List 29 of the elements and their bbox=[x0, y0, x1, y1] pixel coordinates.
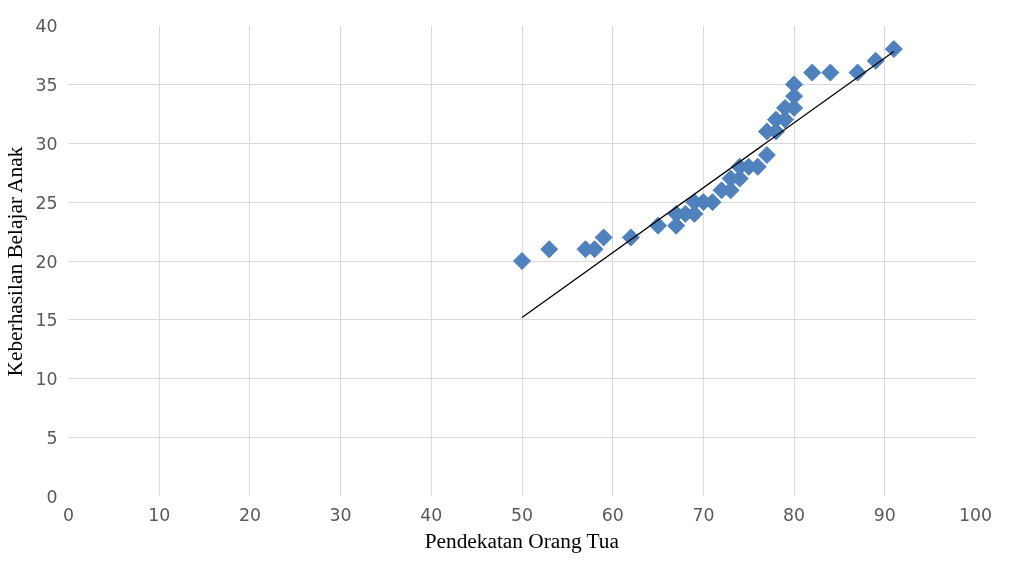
y-tick-label: 35 bbox=[35, 74, 58, 95]
x-tick-label: 70 bbox=[692, 504, 715, 525]
y-tick-label: 25 bbox=[35, 192, 58, 213]
y-tick-label: 15 bbox=[35, 310, 58, 331]
y-tick-label: 40 bbox=[35, 16, 58, 36]
point bbox=[757, 146, 776, 165]
x-tick-label: 30 bbox=[329, 504, 352, 525]
x-tick-label: 100 bbox=[958, 504, 993, 525]
x-axis-title: Pendekatan Orang Tua bbox=[424, 528, 620, 553]
point bbox=[594, 228, 613, 247]
point bbox=[513, 252, 531, 270]
x-tick-label: 40 bbox=[420, 504, 443, 525]
point bbox=[803, 63, 822, 82]
x-tick-label: 10 bbox=[148, 504, 171, 525]
y-tick-label: 5 bbox=[46, 428, 58, 449]
x-tick-label: 60 bbox=[601, 504, 624, 525]
x-tick-label: 20 bbox=[238, 504, 261, 525]
y-tick-label: 10 bbox=[35, 369, 58, 390]
point bbox=[540, 240, 559, 259]
y-tick-label: 30 bbox=[35, 133, 58, 154]
x-tick-label: 50 bbox=[510, 504, 534, 525]
point bbox=[821, 63, 840, 82]
point bbox=[884, 40, 903, 59]
x-tick-label: 0 bbox=[62, 504, 75, 525]
y-tick-label: 0 bbox=[46, 487, 58, 507]
y-axis-title: Keberhasilan Belajar Anak bbox=[3, 146, 28, 377]
y-tick-label: 20 bbox=[35, 251, 58, 272]
x-tick-label: 80 bbox=[783, 504, 806, 525]
x-tick-label: 90 bbox=[873, 504, 896, 525]
